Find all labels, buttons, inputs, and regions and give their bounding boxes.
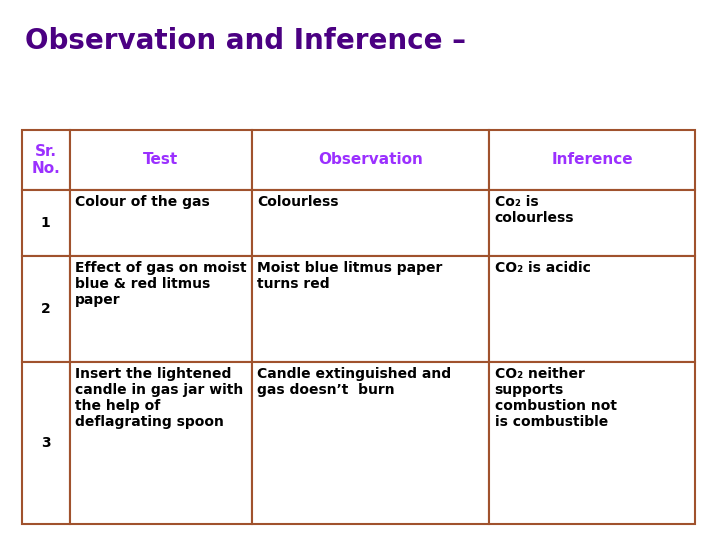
Text: CO₂ is acidic: CO₂ is acidic: [495, 261, 590, 275]
Text: Sr.
No.: Sr. No.: [31, 144, 60, 176]
Bar: [489, 190, 696, 256]
Bar: [252, 130, 489, 190]
Bar: [489, 256, 696, 362]
Bar: [252, 190, 489, 256]
Bar: [70, 362, 252, 524]
Text: 2: 2: [41, 302, 50, 316]
Text: 3: 3: [41, 436, 50, 450]
Text: Colour of the gas: Colour of the gas: [75, 195, 210, 209]
Bar: [489, 130, 696, 190]
Bar: [489, 362, 696, 524]
Bar: [22, 190, 70, 256]
Text: Test: Test: [143, 152, 179, 167]
Bar: [22, 256, 70, 362]
Bar: [70, 256, 252, 362]
Text: Inference: Inference: [552, 152, 633, 167]
Text: Effect of gas on moist
blue & red litmus
paper: Effect of gas on moist blue & red litmus…: [75, 261, 247, 307]
Bar: [70, 130, 252, 190]
Bar: [252, 256, 489, 362]
Text: Colourless: Colourless: [258, 195, 339, 209]
Bar: [252, 362, 489, 524]
Text: Observation and Inference –: Observation and Inference –: [25, 27, 467, 55]
Text: Insert the lightened
candle in gas jar with
the help of
deflagrating spoon: Insert the lightened candle in gas jar w…: [75, 367, 243, 429]
Text: Candle extinguished and
gas doesn’t  burn: Candle extinguished and gas doesn’t burn: [258, 367, 451, 397]
Bar: [22, 130, 70, 190]
Text: 1: 1: [41, 216, 50, 230]
Text: CO₂ neither
supports
combustion not
is combustible: CO₂ neither supports combustion not is c…: [495, 367, 616, 429]
Bar: [70, 190, 252, 256]
Text: Co₂ is
colourless: Co₂ is colourless: [495, 195, 574, 225]
Text: Moist blue litmus paper
turns red: Moist blue litmus paper turns red: [258, 261, 443, 291]
Bar: [22, 362, 70, 524]
Text: Observation: Observation: [318, 152, 423, 167]
